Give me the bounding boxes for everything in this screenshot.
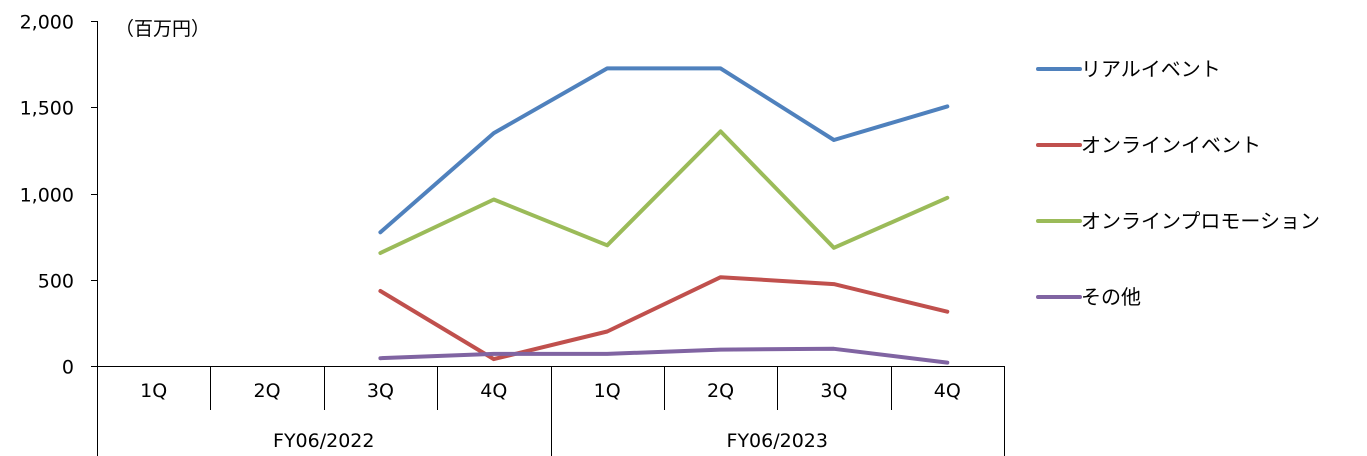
series-line-2 xyxy=(378,275,950,362)
series-line-1 xyxy=(378,66,950,235)
x-tick-label: 1Q xyxy=(140,380,167,402)
axes: 2,000 1,500 1,000 500 0 1Q 2Q 3Q 4Q 1Q 2Q 3Q 4Q FY06/… xyxy=(20,12,1005,456)
series-line-3 xyxy=(378,129,950,255)
unit-label: （百万円） xyxy=(115,18,210,40)
x-group-label: FY06/2022 xyxy=(273,430,374,452)
x-group-label: FY06/2023 xyxy=(727,430,828,452)
y-tick-label: 1,500 xyxy=(20,98,74,120)
y-tick-label: 1,000 xyxy=(20,185,74,207)
y-tick-label: 2,000 xyxy=(20,12,74,34)
x-tick-label: 3Q xyxy=(820,380,847,402)
series-lines xyxy=(378,66,950,365)
legend-label: オンラインプロモーション xyxy=(1081,209,1320,233)
x-tick-label: 2Q xyxy=(254,380,281,402)
y-tick-label: 0 xyxy=(62,357,74,379)
x-tick-label: 2Q xyxy=(707,380,734,402)
x-tick-label: 1Q xyxy=(594,380,621,402)
legend-label: リアルイベント xyxy=(1081,57,1221,81)
x-tick-label: 4Q xyxy=(934,380,961,402)
legend-label: その他 xyxy=(1081,285,1141,309)
x-tick-label: 3Q xyxy=(367,380,394,402)
x-tick-label: 4Q xyxy=(480,380,507,402)
legend-label: オンラインイベント xyxy=(1081,133,1261,157)
y-tick-label: 500 xyxy=(38,271,74,293)
series-line-4 xyxy=(378,346,950,365)
